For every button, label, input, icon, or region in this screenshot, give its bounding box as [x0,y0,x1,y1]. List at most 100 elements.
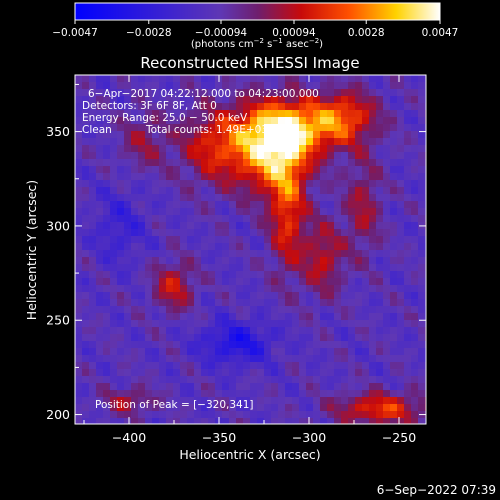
heatmap-cell [159,292,167,300]
heatmap-cell [257,131,265,139]
heatmap-cell [124,362,132,370]
heatmap-cell [355,117,363,125]
heatmap-cell [222,390,230,398]
heatmap-cell [89,96,97,104]
heatmap-cell [187,313,195,321]
heatmap-cell [173,292,181,300]
heatmap-cell [138,250,146,258]
heatmap-cell [292,243,300,251]
heatmap-cell [180,89,188,97]
heatmap-cell [222,124,230,132]
heatmap-cell [173,89,181,97]
heatmap-cell [131,131,139,139]
heatmap-cell [180,320,188,328]
heatmap-cell [208,229,216,237]
heatmap-cell [369,397,377,405]
heatmap-cell [201,299,209,307]
heatmap-cell [110,292,118,300]
heatmap-cell [292,376,300,384]
heatmap-cell [152,96,160,104]
heatmap-cell [383,390,391,398]
heatmap-cell [313,285,321,293]
heatmap-cell [82,215,90,223]
heatmap-cell [89,187,97,195]
heatmap-cell [75,355,83,363]
heatmap-cell [145,250,153,258]
heatmap-cell [264,341,272,349]
heatmap-cell [110,320,118,328]
heatmap-cell [285,397,293,405]
heatmap-cell [264,180,272,188]
heatmap-cell [355,82,363,90]
heatmap-cell [306,208,314,216]
heatmap-cell [257,320,265,328]
heatmap-cell [152,362,160,370]
heatmap-cell [194,383,202,391]
heatmap-cell [306,215,314,223]
heatmap-cell [138,355,146,363]
heatmap-cell [187,145,195,153]
heatmap-cell [313,411,321,419]
heatmap-cell [194,376,202,384]
heatmap-cell [341,131,349,139]
heatmap-cell [285,313,293,321]
heatmap-cell [250,341,258,349]
heatmap-cell [131,117,139,125]
heatmap-cell [250,166,258,174]
heatmap-cell [194,229,202,237]
heatmap-cell [320,103,328,111]
heatmap-cell [278,75,286,83]
heatmap-cell [222,208,230,216]
heatmap-cell [96,320,104,328]
heatmap-cell [152,299,160,307]
heatmap-cell [187,250,195,258]
heatmap-cell [194,369,202,377]
heatmap-cell [145,369,153,377]
heatmap-cell [355,222,363,230]
heatmap-cell [173,327,181,335]
heatmap-cell [145,334,153,342]
heatmap-cell [376,75,384,83]
heatmap-cell [159,327,167,335]
heatmap-cell [75,89,83,97]
heatmap-cell [348,341,356,349]
heatmap-cell [257,117,265,125]
heatmap-cell [180,145,188,153]
heatmap-cell [243,257,251,265]
heatmap-cell [103,250,111,258]
heatmap-cell [285,222,293,230]
heatmap-cell [369,418,377,424]
heatmap-cell [285,124,293,132]
heatmap-cell [222,362,230,370]
heatmap-cell [369,208,377,216]
heatmap-cell [355,103,363,111]
heatmap-cell [397,145,405,153]
heatmap-cell [131,166,139,174]
heatmap-cell [383,285,391,293]
heatmap-cell [278,327,286,335]
heatmap-cell [264,411,272,419]
heatmap-cell [341,222,349,230]
heatmap-cell [243,390,251,398]
heatmap-cell [222,152,230,160]
heatmap-cell [397,348,405,356]
heatmap-cell [334,124,342,132]
heatmap-cell [208,194,216,202]
heatmap-cell [187,257,195,265]
heatmap-cell [201,418,209,424]
heatmap-cell [320,208,328,216]
heatmap-cell [411,404,419,412]
heatmap-cell [152,404,160,412]
heatmap-cell [166,215,174,223]
heatmap-cell [397,306,405,314]
heatmap-cell [334,166,342,174]
heatmap-cell [180,180,188,188]
heatmap-cell [355,173,363,181]
heatmap-cell [313,313,321,321]
heatmap-cell [278,215,286,223]
heatmap-cell [306,306,314,314]
heatmap-cell [285,390,293,398]
heatmap-cell [103,138,111,146]
heatmap-cell [334,418,342,424]
heatmap-cell [334,201,342,209]
